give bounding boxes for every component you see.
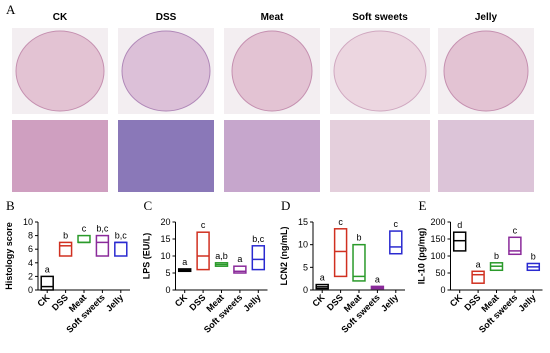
box <box>389 230 403 255</box>
y-tick-label: 5 <box>303 262 308 272</box>
tile <box>121 30 211 112</box>
significance-letter: d <box>457 220 462 230</box>
y-tick-label: 0 <box>28 285 33 295</box>
y-tick-label: 4 <box>28 258 33 268</box>
significance-letter: b <box>356 233 361 243</box>
significance-letter: a <box>375 274 380 284</box>
significance-letter: a <box>320 273 325 283</box>
tile <box>333 30 427 112</box>
tile <box>118 120 214 192</box>
y-axis-label: Histology score <box>4 222 14 290</box>
significance-letter: a <box>182 257 187 267</box>
panel-label: D <box>281 198 290 213</box>
tile <box>231 30 313 112</box>
y-tick-label: 10 <box>160 251 170 261</box>
significance-letter: c <box>82 224 87 234</box>
x-tick-label: Jelly <box>379 292 400 313</box>
significance-letter: c <box>394 219 399 229</box>
column-label: DSS <box>156 12 177 23</box>
y-tick-label: 0 <box>303 285 308 295</box>
significance-letter: b,c <box>96 224 109 234</box>
significance-letter: a <box>237 254 242 264</box>
panel-label: E <box>419 198 427 213</box>
panel-label: B <box>6 198 15 213</box>
x-tick-label: DSS <box>50 292 70 312</box>
x-tick-label: DSS <box>325 292 345 312</box>
significance-letter: c <box>338 217 343 227</box>
y-tick-label: 8 <box>28 231 33 241</box>
column-label: Jelly <box>475 12 498 23</box>
significance-letter: a,b <box>215 251 228 261</box>
y-tick-label: 10 <box>23 217 33 227</box>
panel-label: C <box>144 198 153 213</box>
panel-label: A <box>6 2 16 17</box>
y-axis-label: IL-10 (pg/mg) <box>417 228 427 285</box>
y-tick-label: 150 <box>430 234 445 244</box>
significance-letter: b <box>63 230 68 240</box>
y-tick-label: 0 <box>440 285 445 295</box>
x-tick-label: Jelly <box>104 292 125 313</box>
box <box>471 270 485 284</box>
y-tick-label: 100 <box>430 251 445 261</box>
box <box>196 231 210 271</box>
tile <box>224 120 320 192</box>
y-tick-label: 5 <box>165 268 170 278</box>
tile <box>12 120 108 192</box>
histology-tiles <box>12 28 534 192</box>
column-label: Meat <box>261 12 284 23</box>
x-tick-label: DSS <box>462 292 482 312</box>
column-label: Soft sweets <box>352 12 408 23</box>
box <box>233 265 247 274</box>
significance-letter: a <box>45 264 50 274</box>
y-tick-label: 15 <box>298 217 308 227</box>
y-tick-label: 10 <box>298 240 308 250</box>
y-axis-label: LCN2 (ng/mL) <box>279 227 289 286</box>
y-tick-label: 0 <box>165 285 170 295</box>
box <box>114 241 128 257</box>
box <box>58 241 73 257</box>
y-axis-label: LPS (EU/L) <box>142 233 152 280</box>
y-tick-label: 15 <box>160 234 170 244</box>
significance-letter: c <box>201 220 206 230</box>
box <box>251 245 266 271</box>
y-tick-label: 6 <box>28 244 33 254</box>
box <box>333 228 348 278</box>
significance-letter: c <box>513 225 518 235</box>
box <box>352 243 366 282</box>
box <box>40 275 54 291</box>
x-tick-label: Jelly <box>516 292 537 313</box>
significance-letter: b,c <box>252 234 265 244</box>
box <box>452 231 467 252</box>
column-label: CK <box>53 12 68 23</box>
significance-letter: a <box>476 259 481 269</box>
x-tick-label: Jelly <box>241 292 262 313</box>
box <box>77 234 91 244</box>
box <box>95 234 110 257</box>
y-tick-label: 2 <box>28 271 33 281</box>
y-tick-label: 200 <box>430 217 445 227</box>
box <box>508 236 522 256</box>
significance-letter: b,c <box>115 230 128 240</box>
x-tick-label: DSS <box>187 292 207 312</box>
y-tick-label: 20 <box>160 217 170 227</box>
tile <box>15 30 105 112</box>
tile <box>438 120 534 192</box>
tile <box>330 120 430 192</box>
significance-letter: b <box>531 251 536 261</box>
significance-letter: b <box>494 251 499 261</box>
y-tick-label: 50 <box>435 268 445 278</box>
tile <box>443 30 529 112</box>
